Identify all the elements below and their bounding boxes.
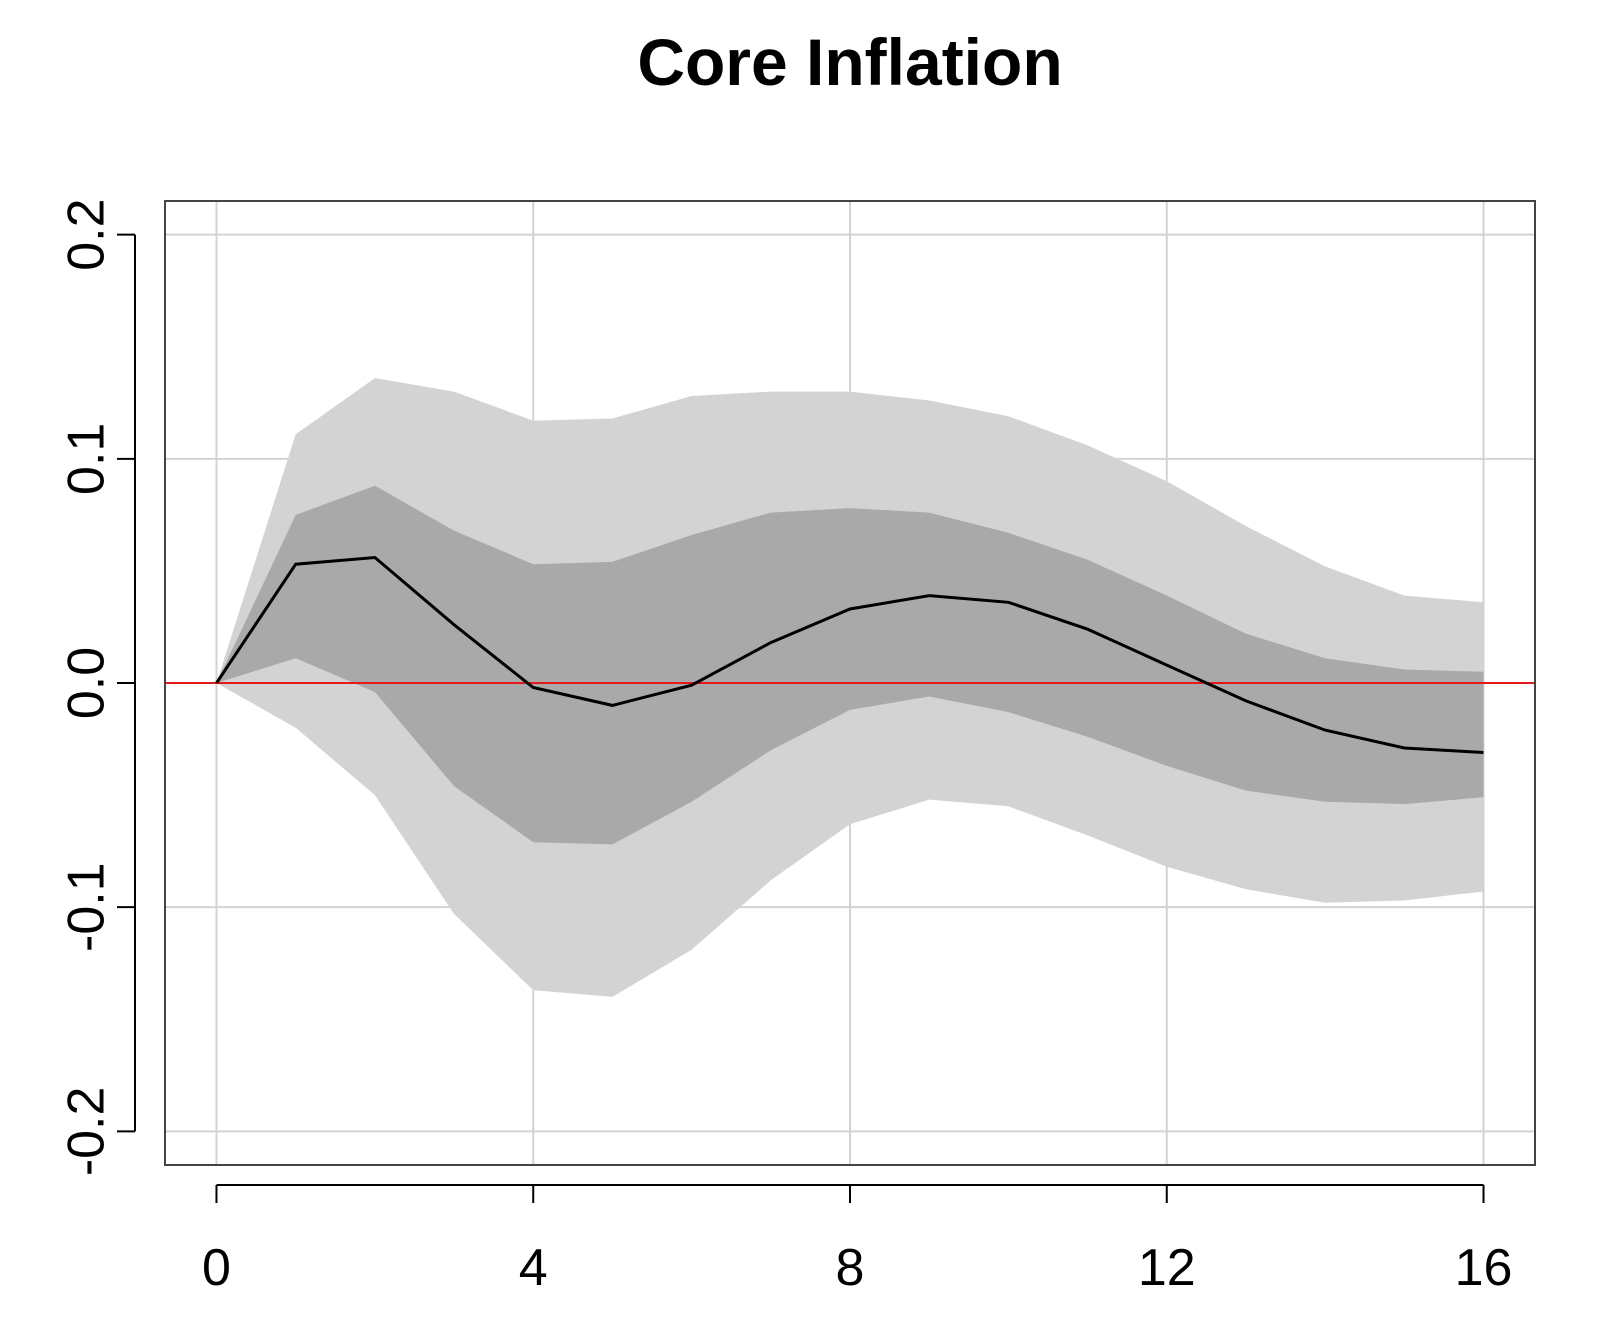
band-layer xyxy=(216,378,1484,997)
axis-layer: 0 4 8 12 16 -0.2 -0.1 0.0 0.1 0.2 xyxy=(58,198,1536,1297)
inner-credible-band xyxy=(216,485,1484,845)
chart-title: Core Inflation xyxy=(637,25,1062,99)
x-tick-label: 4 xyxy=(519,1239,548,1297)
y-tick-label: 0.0 xyxy=(58,647,116,719)
y-tick-label: -0.1 xyxy=(58,862,116,952)
x-tick-label: 16 xyxy=(1455,1239,1513,1297)
line-layer xyxy=(165,555,1535,754)
plot-frame xyxy=(164,200,1536,1166)
y-tick-label: 0.1 xyxy=(58,423,116,495)
x-tick-label: 8 xyxy=(836,1239,865,1297)
median-response-line xyxy=(215,555,1484,754)
y-tick-label: -0.2 xyxy=(58,1087,116,1177)
y-tick-label: 0.2 xyxy=(58,198,116,270)
x-tick-label: 0 xyxy=(202,1239,231,1297)
x-tick-label: 12 xyxy=(1138,1239,1196,1297)
